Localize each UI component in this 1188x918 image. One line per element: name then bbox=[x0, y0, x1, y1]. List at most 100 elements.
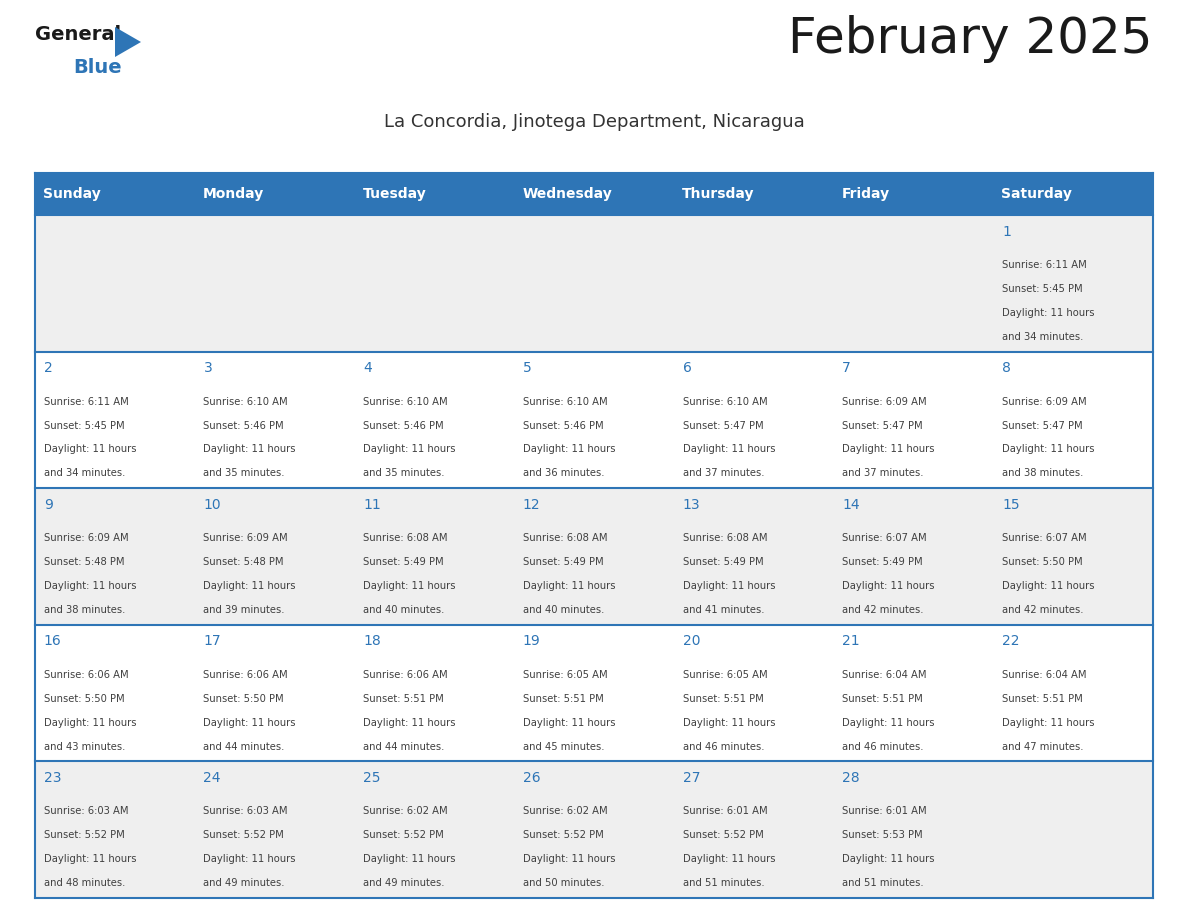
Text: Sunrise: 6:11 AM: Sunrise: 6:11 AM bbox=[1001, 260, 1087, 270]
Text: Sunrise: 6:01 AM: Sunrise: 6:01 AM bbox=[842, 807, 927, 816]
Text: Sunday: Sunday bbox=[43, 187, 101, 201]
Text: and 35 minutes.: and 35 minutes. bbox=[203, 468, 285, 478]
Text: Sunset: 5:46 PM: Sunset: 5:46 PM bbox=[364, 420, 444, 431]
Bar bbox=[34, 215, 195, 352]
Text: Daylight: 11 hours: Daylight: 11 hours bbox=[1001, 718, 1094, 728]
Text: 11: 11 bbox=[364, 498, 381, 511]
Text: General: General bbox=[34, 25, 121, 44]
Bar bbox=[354, 488, 514, 625]
Text: Sunset: 5:53 PM: Sunset: 5:53 PM bbox=[842, 831, 923, 840]
Text: 17: 17 bbox=[203, 634, 221, 648]
Text: February 2025: February 2025 bbox=[789, 15, 1154, 63]
Text: and 35 minutes.: and 35 minutes. bbox=[364, 468, 444, 478]
Text: Daylight: 11 hours: Daylight: 11 hours bbox=[842, 718, 935, 728]
Text: Tuesday: Tuesday bbox=[362, 187, 426, 201]
Text: 12: 12 bbox=[523, 498, 541, 511]
Text: 22: 22 bbox=[1001, 634, 1019, 648]
Text: 4: 4 bbox=[364, 361, 372, 375]
Text: and 44 minutes.: and 44 minutes. bbox=[364, 742, 444, 752]
Bar bbox=[195, 215, 354, 352]
Bar bbox=[993, 488, 1154, 625]
Text: 13: 13 bbox=[683, 498, 700, 511]
Text: Daylight: 11 hours: Daylight: 11 hours bbox=[364, 444, 456, 454]
Text: Daylight: 11 hours: Daylight: 11 hours bbox=[44, 855, 137, 864]
Text: 6: 6 bbox=[683, 361, 691, 375]
Bar bbox=[195, 352, 354, 488]
Text: Sunset: 5:45 PM: Sunset: 5:45 PM bbox=[1001, 284, 1082, 294]
Text: and 37 minutes.: and 37 minutes. bbox=[842, 468, 924, 478]
Text: Sunrise: 6:11 AM: Sunrise: 6:11 AM bbox=[44, 397, 128, 407]
Text: Daylight: 11 hours: Daylight: 11 hours bbox=[44, 444, 137, 454]
Text: and 38 minutes.: and 38 minutes. bbox=[1001, 468, 1083, 478]
Text: Sunrise: 6:09 AM: Sunrise: 6:09 AM bbox=[842, 397, 927, 407]
Text: 24: 24 bbox=[203, 771, 221, 785]
Text: Sunset: 5:50 PM: Sunset: 5:50 PM bbox=[1001, 557, 1082, 567]
Text: and 51 minutes.: and 51 minutes. bbox=[683, 879, 764, 889]
Text: Sunrise: 6:09 AM: Sunrise: 6:09 AM bbox=[1001, 397, 1087, 407]
Text: Sunset: 5:52 PM: Sunset: 5:52 PM bbox=[203, 831, 284, 840]
Text: Daylight: 11 hours: Daylight: 11 hours bbox=[1001, 308, 1094, 318]
Text: and 38 minutes.: and 38 minutes. bbox=[44, 605, 125, 615]
Text: Sunrise: 6:09 AM: Sunrise: 6:09 AM bbox=[203, 533, 289, 543]
Text: Sunrise: 6:09 AM: Sunrise: 6:09 AM bbox=[44, 533, 128, 543]
Text: Sunrise: 6:08 AM: Sunrise: 6:08 AM bbox=[364, 533, 448, 543]
Text: Daylight: 11 hours: Daylight: 11 hours bbox=[203, 444, 296, 454]
Text: Sunset: 5:51 PM: Sunset: 5:51 PM bbox=[683, 694, 764, 704]
Text: Blue: Blue bbox=[72, 58, 121, 77]
Text: 21: 21 bbox=[842, 634, 860, 648]
Bar bbox=[34, 173, 195, 215]
Text: 23: 23 bbox=[44, 771, 62, 785]
Text: and 47 minutes.: and 47 minutes. bbox=[1001, 742, 1083, 752]
Bar bbox=[834, 625, 993, 761]
Bar bbox=[354, 215, 514, 352]
Bar bbox=[834, 215, 993, 352]
Bar bbox=[34, 352, 195, 488]
Text: Daylight: 11 hours: Daylight: 11 hours bbox=[203, 855, 296, 864]
Text: Sunset: 5:46 PM: Sunset: 5:46 PM bbox=[523, 420, 604, 431]
Text: Sunset: 5:52 PM: Sunset: 5:52 PM bbox=[44, 831, 125, 840]
Text: 25: 25 bbox=[364, 771, 380, 785]
Text: Sunrise: 6:08 AM: Sunrise: 6:08 AM bbox=[523, 533, 607, 543]
Text: Sunrise: 6:10 AM: Sunrise: 6:10 AM bbox=[203, 397, 289, 407]
Text: Daylight: 11 hours: Daylight: 11 hours bbox=[842, 855, 935, 864]
Text: Daylight: 11 hours: Daylight: 11 hours bbox=[683, 444, 775, 454]
Text: 10: 10 bbox=[203, 498, 221, 511]
Text: Sunset: 5:47 PM: Sunset: 5:47 PM bbox=[1001, 420, 1082, 431]
Bar bbox=[354, 352, 514, 488]
Bar bbox=[195, 488, 354, 625]
Text: 26: 26 bbox=[523, 771, 541, 785]
Bar bbox=[514, 215, 674, 352]
Text: 3: 3 bbox=[203, 361, 213, 375]
Text: 16: 16 bbox=[44, 634, 62, 648]
Text: and 46 minutes.: and 46 minutes. bbox=[683, 742, 764, 752]
Bar bbox=[514, 625, 674, 761]
Text: Sunset: 5:50 PM: Sunset: 5:50 PM bbox=[44, 694, 125, 704]
Text: and 50 minutes.: and 50 minutes. bbox=[523, 879, 605, 889]
Bar bbox=[514, 488, 674, 625]
Text: and 41 minutes.: and 41 minutes. bbox=[683, 605, 764, 615]
Text: 8: 8 bbox=[1001, 361, 1011, 375]
Text: Sunset: 5:52 PM: Sunset: 5:52 PM bbox=[683, 831, 764, 840]
Text: Daylight: 11 hours: Daylight: 11 hours bbox=[364, 718, 456, 728]
Bar bbox=[674, 173, 834, 215]
Bar bbox=[993, 173, 1154, 215]
Text: and 42 minutes.: and 42 minutes. bbox=[1001, 605, 1083, 615]
Text: Daylight: 11 hours: Daylight: 11 hours bbox=[683, 718, 775, 728]
Bar bbox=[34, 488, 195, 625]
Text: Sunrise: 6:02 AM: Sunrise: 6:02 AM bbox=[364, 807, 448, 816]
Text: Sunrise: 6:03 AM: Sunrise: 6:03 AM bbox=[203, 807, 287, 816]
Text: and 36 minutes.: and 36 minutes. bbox=[523, 468, 605, 478]
Bar bbox=[674, 215, 834, 352]
Text: Daylight: 11 hours: Daylight: 11 hours bbox=[1001, 444, 1094, 454]
Text: Sunset: 5:46 PM: Sunset: 5:46 PM bbox=[203, 420, 284, 431]
Text: Sunset: 5:51 PM: Sunset: 5:51 PM bbox=[842, 694, 923, 704]
Bar bbox=[354, 761, 514, 898]
Text: 20: 20 bbox=[683, 634, 700, 648]
Text: and 49 minutes.: and 49 minutes. bbox=[203, 879, 285, 889]
Bar bbox=[993, 625, 1154, 761]
Text: Sunrise: 6:06 AM: Sunrise: 6:06 AM bbox=[364, 670, 448, 680]
Text: Sunrise: 6:01 AM: Sunrise: 6:01 AM bbox=[683, 807, 767, 816]
Bar bbox=[34, 625, 195, 761]
Text: Sunrise: 6:04 AM: Sunrise: 6:04 AM bbox=[1001, 670, 1087, 680]
Text: Daylight: 11 hours: Daylight: 11 hours bbox=[44, 718, 137, 728]
